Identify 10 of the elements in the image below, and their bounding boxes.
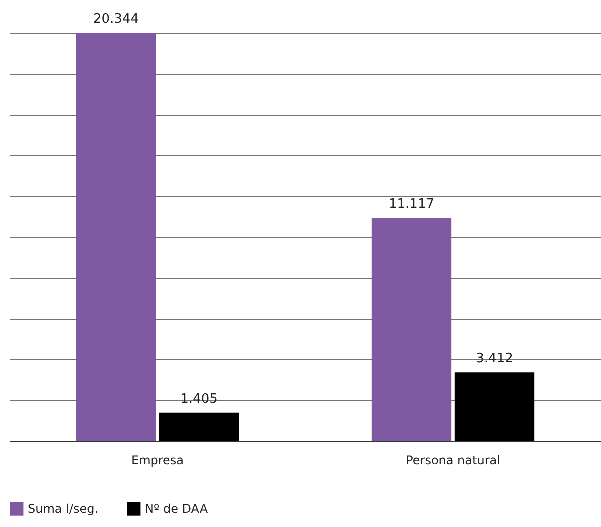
bar	[372, 218, 452, 441]
bar	[76, 33, 156, 441]
x-tick-label: Persona natural	[406, 454, 500, 468]
legend-label: Suma l/seg.	[28, 502, 99, 516]
data-label: 11.117	[388, 197, 434, 212]
data-label: 20.344	[93, 12, 139, 27]
x-tick-label: Empresa	[131, 454, 184, 468]
legend-label: Nº de DAA	[145, 502, 209, 516]
bar	[159, 412, 240, 441]
bar	[454, 372, 535, 441]
